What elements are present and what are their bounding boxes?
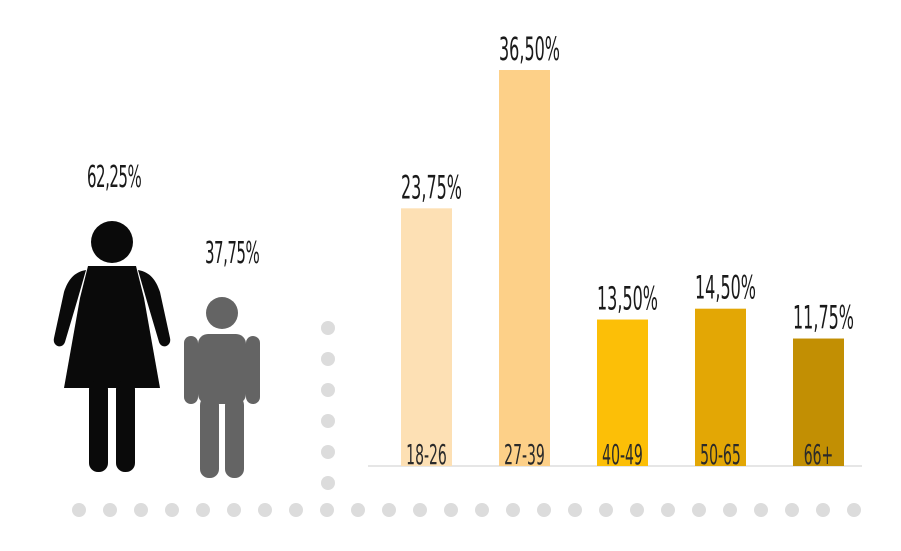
decorative-dot [568,503,582,517]
decorative-dot [816,503,830,517]
decorative-dot [321,414,335,428]
decorative-dot [754,503,768,517]
woman-icon [53,221,171,472]
category-label: 27-39 [504,439,545,472]
bar-27-39 [499,70,550,466]
decorative-dot [506,503,520,517]
value-label: 14,50% [695,270,756,307]
decorative-dot [661,503,675,517]
category-label: 66+ [804,439,834,472]
decorative-dot [413,503,427,517]
male-percentage: 37,75% [205,236,260,271]
bar-40-49 [597,319,648,466]
category-label: 18-26 [406,439,447,472]
decorative-dot [847,503,861,517]
decorative-dot [382,503,396,517]
decorative-dot [321,321,335,335]
decorative-dot [196,503,210,517]
decorative-dot [72,503,86,517]
category-label: 40-49 [602,439,643,472]
decorative-dot [785,503,799,517]
decorative-dot [165,503,179,517]
decorative-dot [321,352,335,366]
decorative-dot [134,503,148,517]
decorative-dot [321,476,335,490]
female-percentage: 62,25% [87,160,142,195]
bar-50-65 [695,308,746,466]
decorative-dot [599,503,613,517]
decorative-dot [351,503,365,517]
decorative-dot [289,503,303,517]
category-label: 50-65 [700,439,741,472]
decorative-dot [475,503,489,517]
decorative-dot [692,503,706,517]
decorative-dot [321,383,335,397]
decorative-dot [103,503,117,517]
decorative-dot [321,445,335,459]
decorative-dot [444,503,458,517]
decorative-dot [723,503,737,517]
decorative-dot [258,503,272,517]
value-label: 36,50% [499,31,560,68]
decorative-dot [630,503,644,517]
bar-18-26 [401,208,452,466]
decorative-dot [537,503,551,517]
decorative-dot [227,503,241,517]
value-label: 13,50% [597,280,658,317]
man-icon [184,297,260,478]
value-label: 11,75% [793,299,854,336]
bar-66+ [793,338,844,466]
value-label: 23,75% [401,169,462,206]
decorative-dot [320,503,334,517]
